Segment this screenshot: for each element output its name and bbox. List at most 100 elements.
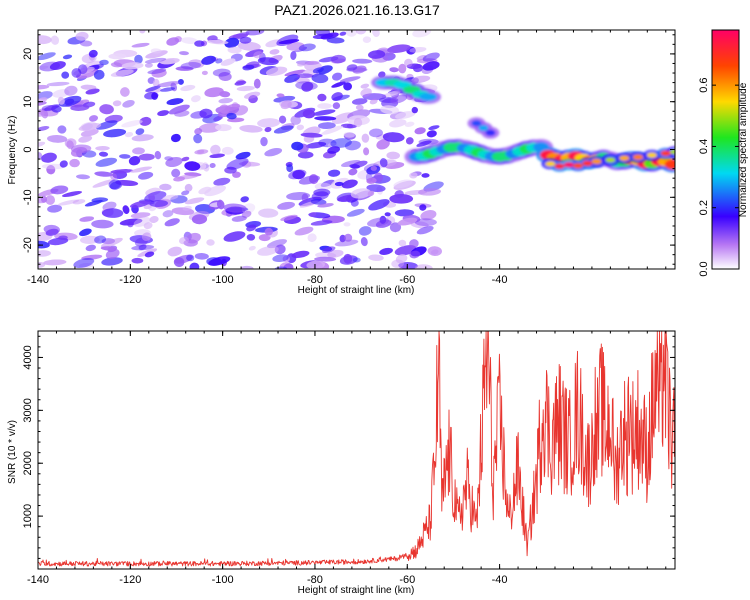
heatmap-cell — [309, 212, 317, 217]
heatmap-cell — [298, 43, 316, 52]
heatmap-cell — [159, 183, 172, 191]
heatmap-cell — [204, 185, 227, 197]
snr-series-line — [38, 331, 675, 567]
heatmap-cell — [139, 116, 152, 126]
heatmap-cell — [298, 175, 320, 185]
heatmap-cell — [302, 109, 316, 119]
heatmap-cell — [382, 132, 405, 143]
figure-title: PAZ1.2026.021.16.13.G17 — [274, 2, 440, 18]
heatmap-cell — [59, 160, 68, 168]
heatmap-cell — [297, 62, 307, 67]
heatmap-cell — [414, 264, 433, 269]
heatmap-cell — [231, 215, 247, 222]
heatmap-cell — [418, 188, 441, 196]
heatmap-cell — [282, 255, 290, 263]
heatmap-cell — [144, 57, 167, 64]
heatmap-cell — [390, 94, 408, 104]
heatmap-cell — [290, 115, 301, 125]
heatmap-cell — [314, 256, 337, 262]
heatmap-cell — [409, 239, 419, 249]
heatmap-cell — [485, 129, 496, 136]
heatmap-cell — [428, 125, 440, 130]
heatmap-cell — [132, 147, 145, 155]
heatmap-cell — [79, 228, 92, 237]
snr-y-tick-label: 2000 — [22, 451, 34, 475]
snr-panel: -140 -120 -100 -80 -60 -40 1000 2000 3000 4000 He… — [7, 330, 676, 596]
heatmap-cell — [315, 252, 337, 259]
heatmap-cell — [57, 199, 80, 206]
heatmap-cell — [367, 190, 375, 197]
heatmap-cell — [260, 136, 268, 147]
heatmap-cell — [171, 207, 195, 216]
snr-frame — [37, 330, 676, 570]
snr-x-axis-label: Height of straight line (km) — [298, 585, 415, 596]
heatmap-cell — [334, 181, 344, 187]
heatmap-cell — [134, 54, 143, 64]
heatmap-cell — [312, 109, 336, 116]
heatmap-cell — [352, 257, 361, 263]
spectrogram-y-tick-label: -20 — [22, 237, 34, 253]
heatmap-cell — [416, 140, 432, 147]
heatmap-cell — [361, 133, 370, 143]
heatmap-cell — [240, 196, 249, 203]
heatmap-cell — [348, 168, 358, 176]
heatmap-cell — [201, 55, 216, 65]
heatmap-cell — [317, 203, 334, 208]
heatmap-cell — [210, 144, 221, 155]
heatmap-cell — [121, 120, 143, 128]
heatmap-cell — [418, 138, 439, 145]
heatmap-cell — [283, 263, 294, 269]
heatmap-cell — [110, 69, 134, 77]
heatmap-cell — [46, 165, 56, 175]
heatmap-speckle — [38, 30, 444, 269]
heatmap-cell — [264, 147, 283, 157]
heatmap-cell — [421, 173, 430, 178]
heatmap-cell — [38, 52, 56, 61]
heatmap-cell — [317, 93, 327, 102]
heatmap-cell — [409, 250, 421, 259]
heatmap-cell — [393, 179, 413, 189]
heatmap-cell — [664, 159, 675, 170]
heatmap-cell — [95, 157, 118, 167]
heatmap-cell — [121, 62, 144, 70]
heatmap-cell — [360, 237, 368, 247]
heatmap-cell — [145, 85, 161, 92]
heatmap-cell — [358, 226, 372, 236]
spectrogram-x-axis-label: Height of straight line (km) — [298, 285, 415, 296]
heatmap-cell — [131, 134, 154, 142]
heatmap-cell — [395, 111, 416, 120]
heatmap-cell — [267, 239, 287, 249]
heatmap-cell — [165, 156, 183, 168]
heatmap-cell — [139, 30, 146, 34]
heatmap-cell — [224, 166, 237, 174]
heatmap-cell — [191, 214, 208, 225]
heatmap-cell — [286, 164, 294, 173]
heatmap-cell — [95, 145, 110, 151]
heatmap-cell — [38, 97, 48, 103]
heatmap-cell — [184, 161, 201, 171]
heatmap-cell — [334, 239, 359, 247]
heatmap-cell — [124, 132, 134, 138]
heatmap-cell — [278, 115, 287, 124]
heatmap-cell — [291, 141, 304, 151]
heatmap-cell — [301, 193, 309, 203]
heatmap-cell — [619, 155, 630, 161]
heatmap-cell — [193, 133, 203, 144]
heatmap-cell — [38, 152, 43, 160]
heatmap-cell — [395, 254, 408, 264]
heatmap-cell — [168, 104, 190, 115]
heatmap-cell — [79, 216, 95, 222]
heatmap-cell — [227, 46, 242, 54]
colorbar-tick-label: 0.0 — [698, 261, 710, 276]
colorbar-ticks: 0.0 0.2 0.4 0.6 — [698, 78, 739, 277]
heatmap-cell — [135, 128, 145, 135]
heatmap-cell — [100, 237, 123, 248]
heatmap-cell — [397, 217, 418, 226]
spectrogram-x-tick-label: -60 — [399, 274, 415, 286]
heatmap-cell — [45, 195, 56, 205]
heatmap-cell — [47, 134, 68, 143]
heatmap-cell — [232, 171, 241, 178]
heatmap-cell — [157, 81, 180, 88]
